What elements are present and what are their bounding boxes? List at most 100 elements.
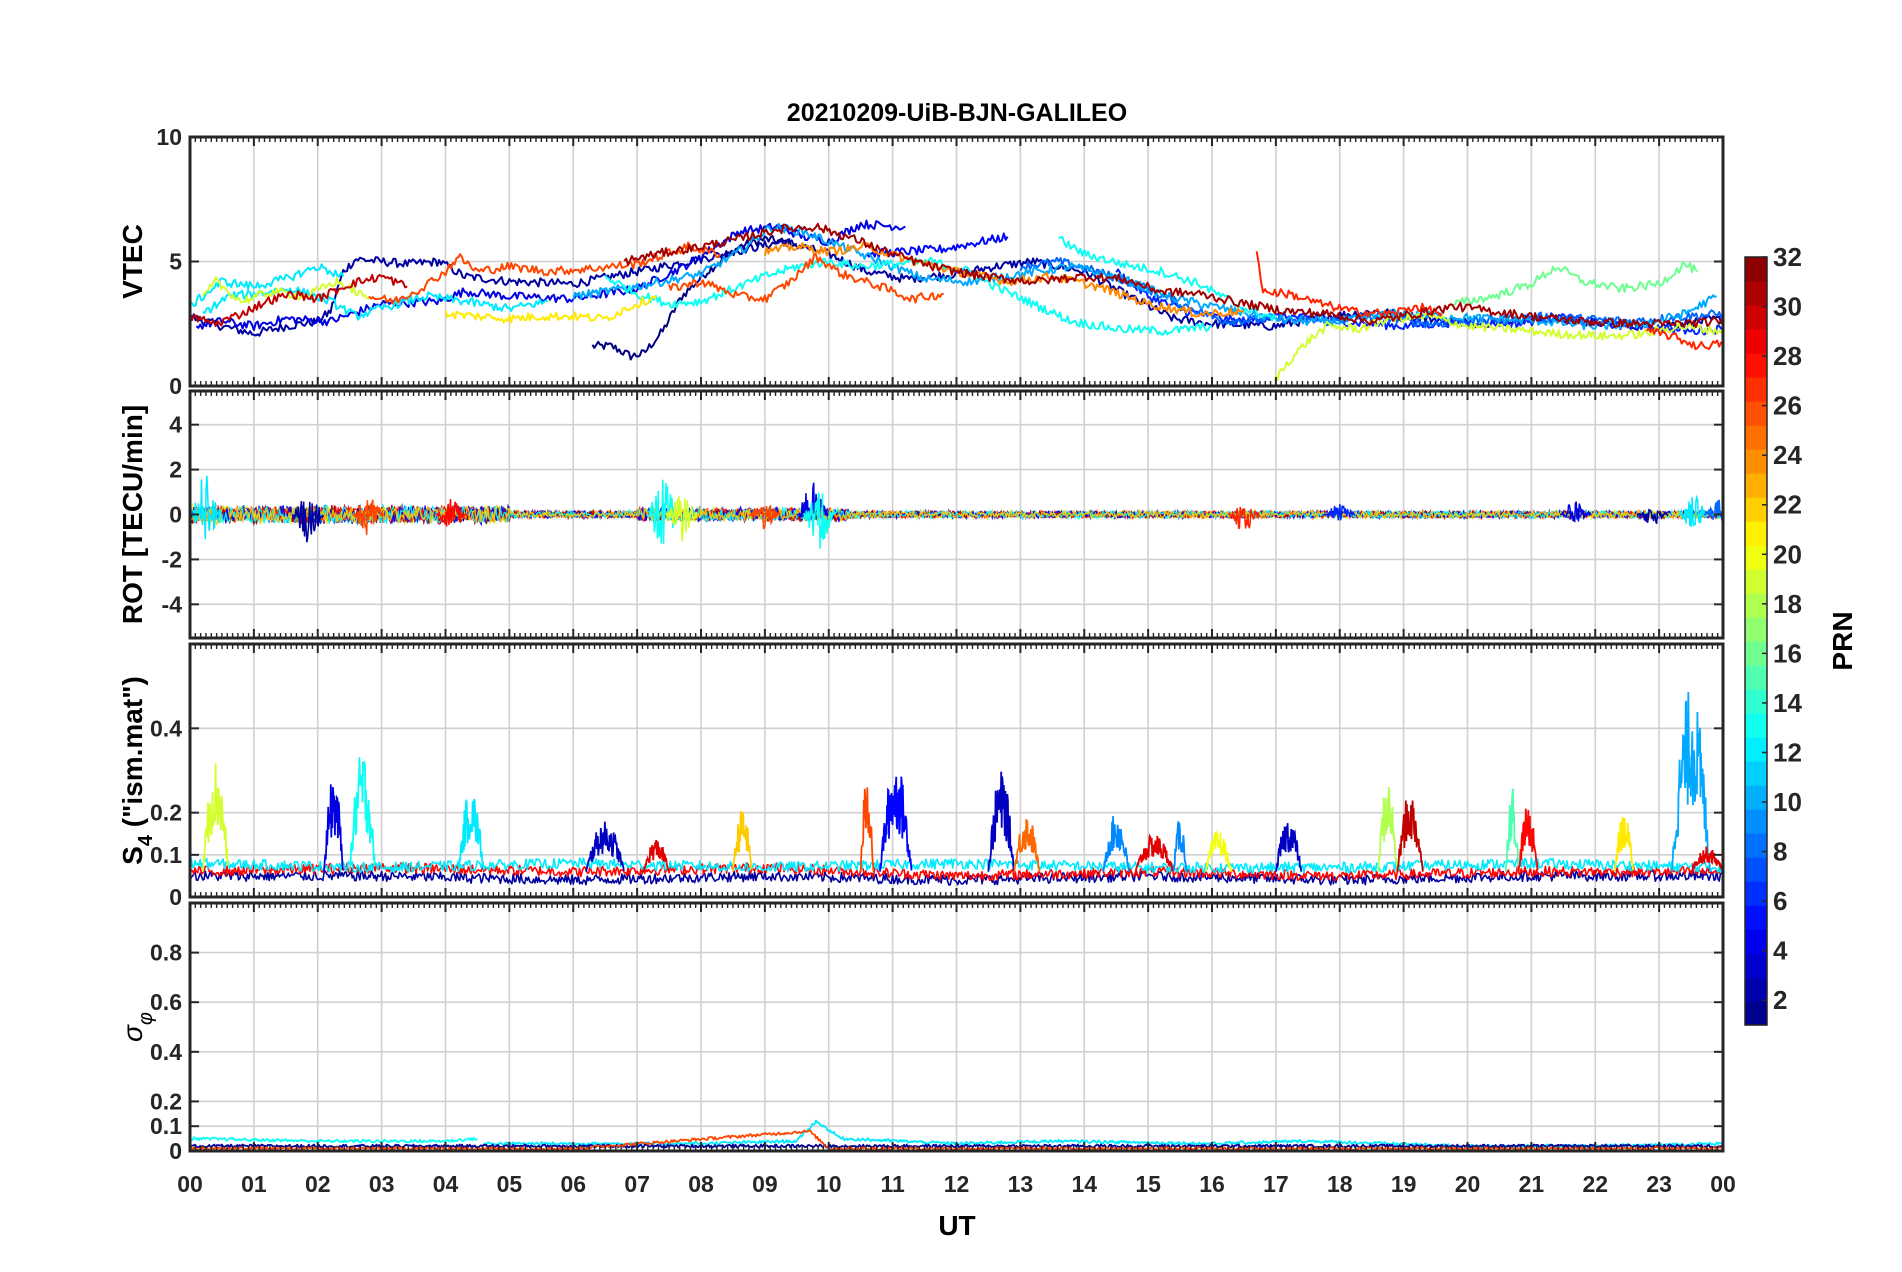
colorbar-band: [1745, 1001, 1767, 1026]
vtec-series-prn-13: [1058, 236, 1277, 322]
y-tick-label: 4: [169, 412, 182, 438]
colorbar-band: [1745, 785, 1767, 810]
y-axis-label-base: σ: [117, 1024, 148, 1042]
s4-burst-prn-9: [1102, 816, 1130, 872]
vtec-series-prn-13: [604, 256, 1213, 336]
colorbar-tick-label: 14: [1773, 688, 1802, 718]
rot-spike-prn-26: [748, 504, 781, 530]
vtec-series-prn-30: [190, 273, 408, 328]
colorbar-band: [1745, 641, 1767, 666]
colorbar-frame: [1744, 256, 1768, 1026]
y-tick-label: -4: [162, 591, 183, 617]
s4-burst-prn-29: [642, 839, 670, 873]
y-tick-label: 5: [169, 249, 182, 275]
vtec-series-prn-31: [623, 222, 1723, 329]
colorbar-band: [1745, 473, 1767, 498]
vtec-series-prn-5: [866, 232, 1009, 259]
s4-burst-prn-5: [879, 776, 913, 872]
s4-burst-prn-10: [1671, 692, 1712, 872]
x-tick-label: 14: [1071, 1171, 1097, 1197]
x-tick-label: 11: [880, 1171, 905, 1197]
s4-burst-prn-22: [732, 810, 753, 872]
x-tick-label: 05: [497, 1171, 523, 1197]
colorbar-tick-label: 12: [1773, 737, 1802, 767]
x-tick-label: 21: [1519, 1171, 1545, 1197]
colorbar-band: [1745, 761, 1767, 786]
colorbar-tick-label: 24: [1773, 440, 1802, 470]
s4-burst-prn-4: [323, 784, 344, 872]
vtec-series-prn-26: [668, 253, 944, 304]
x-tick-label: 12: [944, 1171, 970, 1197]
s4-burst-prn-13: [348, 757, 376, 872]
s4-burst-prn-3: [585, 821, 625, 872]
panel-data-vtec: [190, 219, 1723, 381]
y-tick-label: 0.1: [150, 842, 182, 868]
x-tick-label: 20: [1455, 1171, 1481, 1197]
y-tick-label: 0.2: [150, 1088, 182, 1114]
x-axis: 00 01 02 03 04 05 06 07 08 09 10 11 12 13 14 15 16 17 18 19…: [177, 1171, 1736, 1197]
vtec-series-prn-12: [190, 263, 345, 307]
y-axis-label-rest: ("ism.mat"): [117, 676, 148, 835]
colorbar-band: [1745, 449, 1767, 474]
s4-burst-prn-15: [1504, 788, 1520, 872]
rot-spike-prn-4: [1559, 501, 1592, 523]
y-tick-label: 0.8: [150, 940, 182, 966]
colorbar-band: [1745, 665, 1767, 690]
y-tick-label: 0.4: [150, 1039, 182, 1065]
colorbar-tick-label: 26: [1773, 391, 1802, 421]
colorbar-band: [1745, 353, 1767, 378]
rot-spike-prn-8: [1703, 499, 1723, 523]
colorbar-band: [1745, 953, 1767, 978]
rot-spike-prn-12: [190, 475, 223, 540]
y-tick-label: -2: [162, 546, 182, 572]
x-tick-label: 01: [241, 1171, 267, 1197]
x-tick-label: 06: [560, 1171, 586, 1197]
colorbar-tick-label: 22: [1773, 490, 1802, 520]
x-tick-label: 00: [1710, 1171, 1736, 1197]
colorbar-band: [1745, 569, 1767, 594]
x-tick-label: 19: [1391, 1171, 1417, 1197]
colorbar-band: [1745, 929, 1767, 954]
x-tick-label: 10: [816, 1171, 842, 1197]
colorbar-band: [1745, 881, 1767, 906]
s4-burst-prn-21: [1613, 816, 1635, 872]
colorbar-band: [1745, 497, 1767, 522]
vtec-series-prn-21: [444, 295, 657, 324]
rot-spike-prn-13: [802, 491, 836, 549]
colorbar-band: [1745, 977, 1767, 1002]
y-axis-label: ROT [TECU/min]: [117, 405, 148, 624]
colorbar-band: [1745, 257, 1767, 282]
colorbar-band: [1745, 593, 1767, 618]
colorbar-band: [1745, 425, 1767, 450]
y-tick-label: 0.1: [150, 1113, 182, 1139]
x-tick-label: 02: [305, 1171, 331, 1197]
vtec-series-prn-4: [195, 219, 906, 331]
y-tick-label: 0: [169, 502, 182, 528]
s4-burst-prn-18: [1377, 786, 1398, 872]
panel-rot: -4 -2 0 2 4 ROT [TECU/min]: [117, 389, 1725, 640]
y-tick-label: 0: [169, 884, 182, 910]
y-axis-label: VTEC: [117, 224, 148, 299]
y-tick-label: 0: [169, 373, 182, 399]
y-axis-label-subscript: 4: [135, 834, 157, 846]
colorbar-band: [1745, 401, 1767, 426]
vtec-series-prn-16: [1453, 261, 1699, 306]
s4-burst-prn-30: [1396, 800, 1424, 872]
rot-spike-prn-27: [1227, 506, 1260, 530]
x-tick-label: 18: [1327, 1171, 1353, 1197]
x-tick-label: 07: [624, 1171, 650, 1197]
colorbar-tick-label: 30: [1773, 292, 1802, 322]
panel-data-s4: [190, 692, 1723, 886]
vtec-series-prn-19: [1274, 312, 1723, 381]
y-tick-label: 2: [169, 457, 182, 483]
y-tick-label: 0: [169, 1138, 182, 1164]
colorbar-band: [1745, 713, 1767, 738]
colorbar-band: [1745, 377, 1767, 402]
s4-burst-prn-19: [201, 763, 229, 872]
s4-series-prn-28: [190, 862, 1723, 882]
y-tick-label: 0.4: [150, 715, 182, 741]
rot-spike-prn-2: [291, 500, 325, 543]
colorbar-band: [1745, 737, 1767, 762]
